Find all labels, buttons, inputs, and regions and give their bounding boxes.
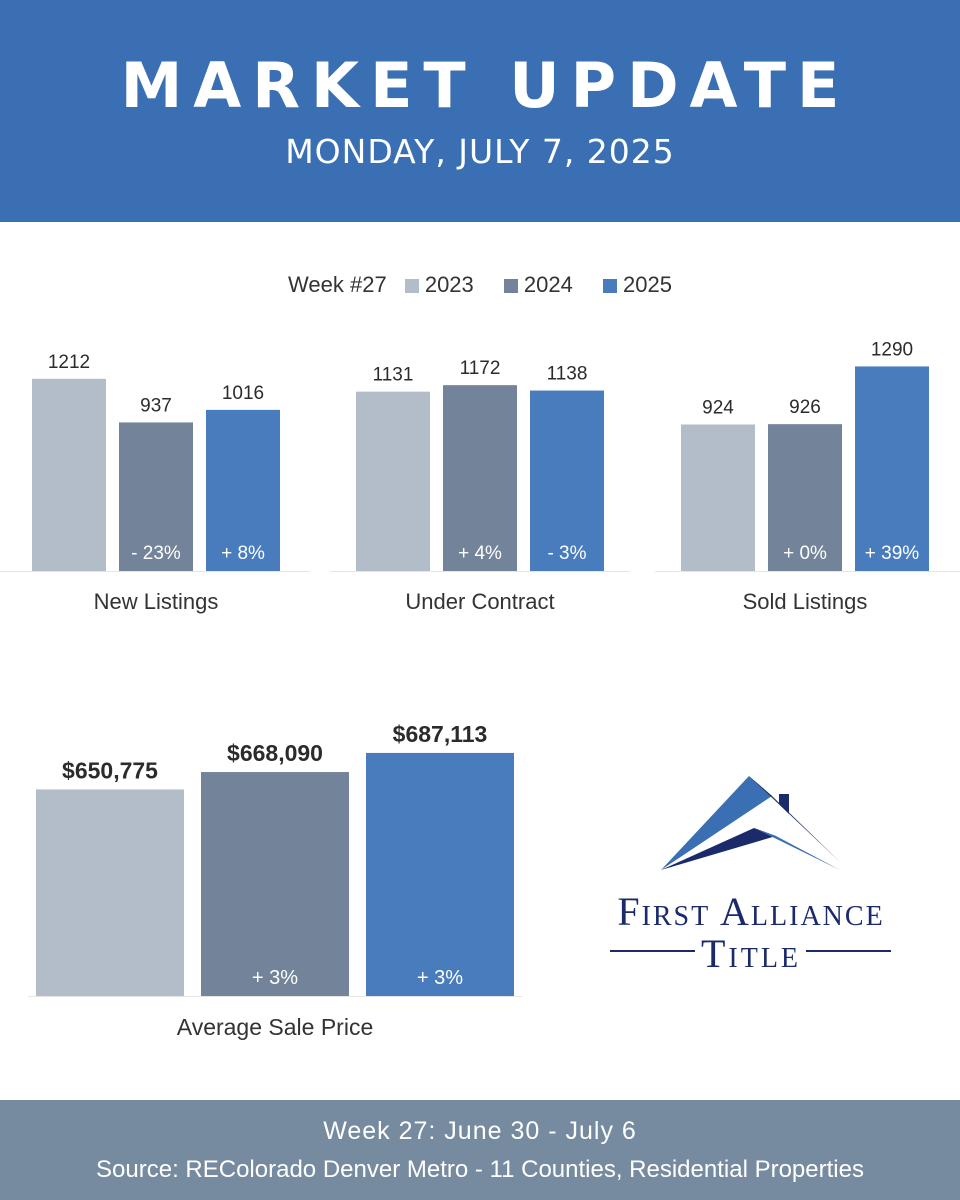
sold-listings-change-label-2024: + 0%: [783, 543, 827, 564]
legend-year-2024: 2024: [523, 272, 573, 297]
new-listings-change-label-2024: - 23%: [131, 543, 181, 564]
new-listings-category-label: New Listings: [94, 589, 219, 614]
chimney-icon: [779, 794, 789, 814]
new-listings-value-label-2025: 1016: [222, 383, 264, 404]
under-contract-bar-2024: [443, 385, 517, 571]
average-sale-price-value-label-2024: $668,090: [227, 740, 323, 766]
house-roof-icon: [661, 776, 840, 870]
roof-lower-navy-icon: [661, 828, 776, 870]
average-sale-price-change-label-2024: + 3%: [252, 967, 298, 989]
under-contract-change-label-2024: + 4%: [458, 543, 502, 564]
under-contract-value-label-2025: 1138: [547, 364, 588, 385]
average-sale-price-change-label-2025: + 3%: [417, 967, 463, 989]
legend-year-2025: 2025: [622, 272, 672, 297]
legend-swatch-2024: [503, 279, 518, 293]
average-sale-price-value-label-2023: $650,775: [62, 757, 158, 783]
under-contract-change-label-2025: - 3%: [547, 543, 586, 564]
roof-upper-navy-icon: [749, 776, 840, 862]
new-listings-value-label-2024: 937: [140, 395, 172, 416]
roof-upper-blue-icon: [661, 776, 772, 870]
sold-listings-category-label: Sold Listings: [743, 589, 868, 614]
average-sale-price-bar-2024: [201, 772, 349, 996]
sold-listings-bar-2025: [855, 366, 929, 571]
under-contract-category-label: Under Contract: [405, 589, 554, 614]
first-alliance-title-logo: First Alliance Title: [596, 770, 906, 980]
roof-lower-blue-icon: [754, 828, 840, 870]
new-listings-bar-2023: [32, 378, 106, 571]
average-sale-price-bar-2023: [36, 789, 184, 996]
legend-year-2023: 2023: [424, 272, 474, 297]
average-sale-price-value-label-2025: $687,113: [393, 721, 488, 747]
under-contract-value-label-2024: 1172: [460, 358, 501, 379]
logo-rule-right: [806, 950, 891, 952]
footer-banner: Week 27: June 30 - July 6 Source: REColo…: [0, 1100, 960, 1200]
page-title: MARKET UPDATE: [120, 49, 851, 122]
under-contract-bar-2025: [530, 390, 604, 571]
sold-listings-change-label-2025: + 39%: [865, 543, 920, 564]
new-listings-bar-2024: [119, 422, 193, 571]
sold-listings-bar-2023: [681, 424, 755, 571]
average-sale-price-category-label: Average Sale Price: [177, 1014, 373, 1040]
new-listings-change-label-2025: + 8%: [221, 543, 265, 564]
new-listings-bar-2025: [206, 409, 280, 571]
average-sale-price-bar-2025: [366, 752, 514, 996]
header-banner: MARKET UPDATE MONDAY, JULY 7, 2025: [0, 0, 960, 222]
legend-item-2025: 2025: [602, 272, 672, 297]
page-date: MONDAY, JULY 7, 2025: [285, 132, 675, 171]
under-contract-value-label-2023: 1131: [373, 365, 414, 386]
footer-week: Week 27: June 30 - July 6: [323, 1117, 637, 1145]
chart-legend: Week #27 2023 2024 2025: [0, 268, 960, 302]
legend-item-2024: 2024: [503, 272, 573, 297]
sold-listings-value-label-2024: 926: [789, 397, 821, 418]
sold-listings-value-label-2023: 924: [702, 397, 734, 418]
legend-swatch-2023: [404, 279, 419, 293]
under-contract-bar-2023: [356, 391, 430, 571]
new-listings-value-label-2023: 1212: [48, 352, 90, 373]
logo-rule-left: [610, 950, 695, 952]
logo-line-2: Title: [700, 931, 802, 976]
sold-listings-bar-2024: [768, 424, 842, 571]
legend-swatch-2025: [602, 279, 617, 293]
legend-label: Week #27: [288, 272, 387, 297]
legend-item-2023: 2023: [404, 272, 474, 297]
logo-line-1: First Alliance: [617, 889, 885, 934]
footer-source: Source: REColorado Denver Metro - 11 Cou…: [96, 1156, 864, 1183]
sold-listings-value-label-2025: 1290: [871, 339, 913, 360]
